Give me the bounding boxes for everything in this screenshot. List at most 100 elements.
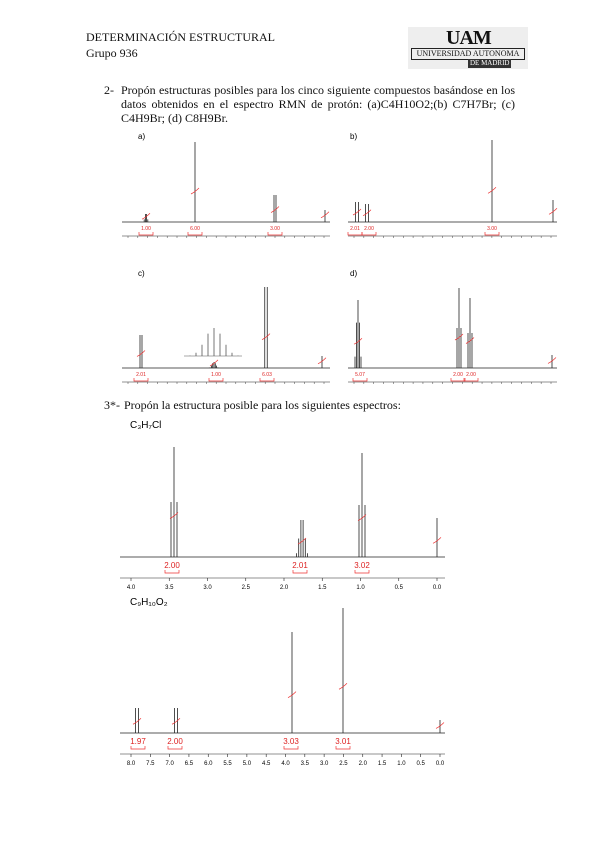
integral-curve (320, 211, 330, 219)
integral-curve (465, 337, 475, 344)
integral-curve (209, 359, 219, 367)
x-tick-label: 2.5 (242, 585, 251, 591)
x-tick-label: 4.5 (262, 761, 271, 767)
integral-curve (136, 350, 146, 357)
integral-bracket (164, 570, 180, 574)
integral-curve (548, 208, 558, 215)
x-tick-label: 1.0 (356, 585, 365, 591)
integral-curve (169, 512, 179, 519)
integral-curve (270, 206, 280, 213)
integral-bracket (259, 378, 275, 382)
integral-curve (317, 357, 327, 365)
x-tick-label: 0.5 (417, 761, 426, 767)
q2-text: Propón estructuras posibles para los cin… (121, 83, 515, 125)
logo-line2: DE MADRID (468, 59, 512, 68)
integral-label: 2.00 (164, 561, 180, 570)
logo: UAM UNIVERSIDAD AUTONOMA DE MADRID (408, 27, 528, 69)
integral-bracket (361, 232, 377, 236)
integral-curve (338, 683, 348, 690)
integral-curve (357, 514, 367, 521)
q3-number: 3*- (104, 398, 120, 412)
integral-label: 2.01 (350, 226, 360, 232)
x-tick-label: 6.5 (185, 761, 194, 767)
x-tick-label: 2.5 (339, 761, 348, 767)
logo-mark: UAM (446, 27, 492, 49)
integral-curve (287, 691, 297, 698)
integral-curve (547, 357, 557, 364)
integral-curve (362, 209, 372, 217)
spectrum-label: a) (138, 132, 145, 141)
x-tick-label: 2.0 (359, 761, 368, 767)
x-tick-label: 1.5 (318, 585, 327, 591)
integral-bracket (283, 746, 299, 750)
x-tick-label: 1.5 (378, 761, 387, 767)
x-tick-label: 2.0 (280, 585, 289, 591)
integral-curve (353, 337, 363, 345)
integral-curve (432, 537, 442, 544)
integral-curve (141, 212, 151, 220)
x-tick-label: 3.5 (165, 585, 174, 591)
x-tick-label: 0.0 (433, 585, 442, 591)
integral-curve (487, 187, 497, 194)
x-tick-label: 6.0 (204, 761, 213, 767)
integral-bracket (138, 232, 154, 236)
x-tick-label: 3.5 (301, 761, 310, 767)
x-tick-label: 1.0 (397, 761, 406, 767)
q3-text: Propón la estructura posible para los si… (124, 398, 401, 412)
integral-bracket (267, 232, 283, 236)
integral-bracket (292, 570, 308, 574)
spectrum-label: C₃H₇Cl (130, 420, 161, 431)
integral-curve (435, 722, 445, 729)
integral-curve (352, 208, 362, 216)
doc-title: DETERMINACIÓN ESTRUCTURAL (86, 30, 275, 44)
integral-curve (132, 718, 142, 725)
integral-bracket (335, 746, 351, 750)
integral-curve (171, 718, 181, 725)
integral-label: 2.00 (453, 372, 463, 378)
spectrum-label: b) (350, 132, 357, 141)
integral-label: 5.07 (355, 372, 365, 378)
integral-bracket (133, 378, 149, 382)
spectrum-label: d) (350, 269, 357, 278)
integral-bracket (463, 378, 479, 382)
integral-label: 1.00 (141, 226, 151, 232)
x-tick-label: 8.0 (127, 761, 136, 767)
integral-bracket (352, 378, 368, 382)
x-tick-label: 0.5 (395, 585, 404, 591)
integral-curve (297, 537, 307, 545)
integral-label: 2.01 (292, 561, 308, 570)
integral-bracket (187, 232, 203, 236)
integral-label: 2.00 (466, 372, 476, 378)
integral-label: 1.00 (211, 372, 221, 378)
integral-curve (190, 187, 200, 195)
integral-bracket (208, 378, 224, 382)
x-tick-label: 3.0 (203, 585, 212, 591)
integral-label: 6.03 (262, 372, 272, 378)
integral-label: 3.02 (354, 561, 370, 570)
integral-label: 3.00 (487, 226, 497, 232)
doc-group: Grupo 936 (86, 46, 138, 60)
integral-label: 3.03 (283, 737, 299, 746)
integral-bracket (167, 746, 183, 750)
spectrum-label: c) (138, 269, 145, 278)
x-tick-label: 5.5 (223, 761, 232, 767)
x-tick-label: 7.5 (146, 761, 155, 767)
x-tick-label: 0.0 (436, 761, 445, 767)
x-tick-label: 4.0 (127, 585, 136, 591)
x-tick-label: 5.0 (243, 761, 252, 767)
integral-label: 2.01 (136, 372, 146, 378)
integral-label: 3.01 (335, 737, 351, 746)
integral-label: 2.00 (167, 737, 183, 746)
integral-bracket (130, 746, 146, 750)
integral-bracket (347, 232, 363, 236)
integral-label: 1.97 (130, 737, 146, 746)
x-tick-label: 4.0 (281, 761, 290, 767)
spectrum-label: C₉H₁₀O₂ (130, 597, 168, 608)
integral-label: 2.00 (364, 226, 374, 232)
integral-label: 3.00 (270, 226, 280, 232)
q2-number: 2- (104, 83, 114, 97)
x-tick-label: 7.0 (165, 761, 174, 767)
integral-bracket (450, 378, 466, 382)
x-tick-label: 3.0 (320, 761, 329, 767)
